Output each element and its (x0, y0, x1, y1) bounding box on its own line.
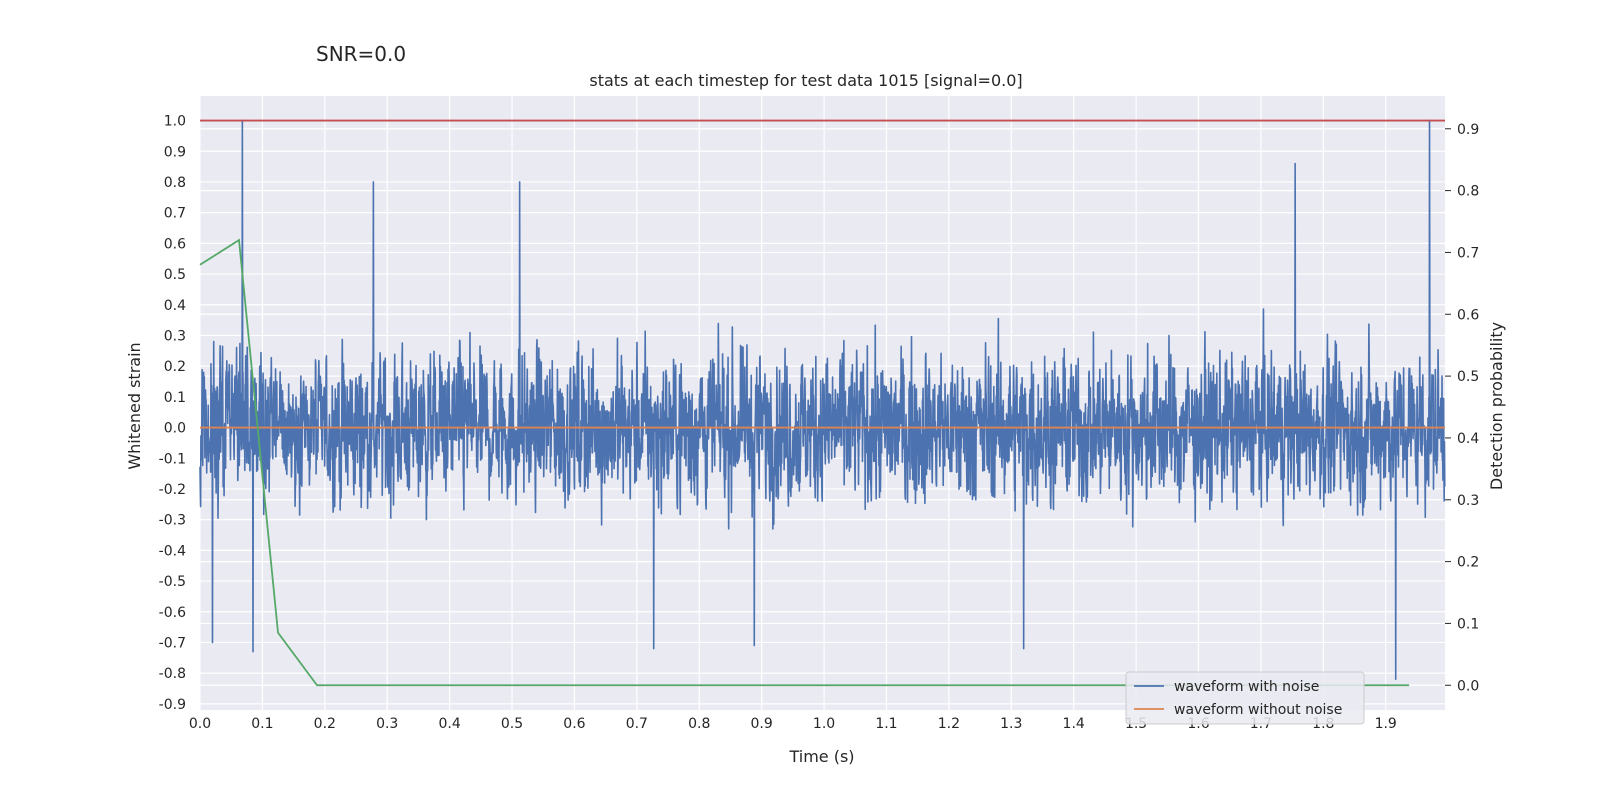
x-tick-label-0-4: 0.4 (438, 716, 460, 732)
left-y-tick-label-1-0: 1.0 (164, 114, 186, 130)
x-axis-label: Time (s) (788, 747, 854, 766)
right-y-tick-label-0-8: 0.8 (1457, 184, 1479, 200)
left-y-tick-label-0-4: 0.4 (164, 298, 186, 314)
left-y-tick-label-0-9: -0.9 (159, 697, 186, 713)
right-y-tick-label-0-7: 0.7 (1457, 245, 1479, 261)
legend: waveform with noise waveform without noi… (1125, 671, 1365, 725)
left-y-tick-label-0-3: 0.3 (164, 328, 186, 344)
right-y-tick-label-0-1: 0.1 (1457, 616, 1479, 632)
left-y-tick-label-0-4: -0.4 (159, 543, 186, 559)
legend-label-waveform-with-noise: waveform with noise (1174, 679, 1319, 695)
left-y-tick-label-0-9: 0.9 (164, 144, 186, 160)
series-detection-probability (199, 238, 1410, 687)
left-y-axis-label: Whitened strain (125, 342, 144, 469)
left-y-tick-label-0-2: 0.2 (164, 359, 186, 375)
right-y-tick-label-0-3: 0.3 (1457, 493, 1479, 509)
left-y-tick-label-0-7: -0.7 (159, 635, 186, 651)
x-tick-label-1-1: 1.1 (875, 716, 897, 732)
right-y-tick-labels: 0.9 0.8 0.7 0.6 0.5 0.4 0.3 0.2 0.1 0.0 (1445, 122, 1479, 694)
left-y-tick-label-0-1: -0.1 (159, 451, 186, 467)
left-y-tick-label-0-7: 0.7 (164, 206, 186, 222)
left-y-tick-label-0-6: -0.6 (159, 605, 186, 621)
left-y-tick-label-0-8: 0.8 (164, 175, 186, 191)
x-tick-label-0-0: 0.0 (189, 716, 211, 732)
x-tick-label-1-9: 1.9 (1375, 716, 1397, 732)
x-tick-label-0-6: 0.6 (563, 716, 585, 732)
series-layer (199, 119, 1446, 687)
left-y-tick-label-0-6: 0.6 (164, 236, 186, 252)
left-y-tick-label-0-5: 0.5 (164, 267, 186, 283)
x-tick-label-0-1: 0.1 (251, 716, 273, 732)
left-y-tick-label-0-3: -0.3 (159, 513, 186, 529)
right-y-axis-label: Detection probability (1487, 322, 1506, 490)
x-tick-label-0-2: 0.2 (314, 716, 336, 732)
right-y-tick-label-0-9: 0.9 (1457, 122, 1479, 138)
x-tick-label-1-4: 1.4 (1063, 716, 1085, 732)
x-tick-label-0-7: 0.7 (626, 716, 648, 732)
right-y-tick-label-0-5: 0.5 (1457, 369, 1479, 385)
chart-suptitle: SNR=0.0 (316, 42, 406, 66)
x-tick-label-1-3: 1.3 (1000, 716, 1022, 732)
x-tick-label-1-0: 1.0 (813, 716, 835, 732)
left-y-tick-label-0-8: -0.8 (159, 666, 186, 682)
right-y-tick-label-0-0: 0.0 (1457, 678, 1479, 694)
left-y-tick-label-0-0: 0.0 (164, 421, 186, 437)
chart-title: stats at each timestep for test data 101… (589, 71, 1022, 90)
x-tick-label-0-8: 0.8 (688, 716, 710, 732)
right-y-tick-label-0-2: 0.2 (1457, 555, 1479, 571)
legend-label-waveform-without-noise: waveform without noise (1174, 702, 1342, 718)
right-y-tick-label-0-4: 0.4 (1457, 431, 1479, 447)
x-tick-label-1-2: 1.2 (938, 716, 960, 732)
left-y-tick-label-0-1: 0.1 (164, 390, 186, 406)
series-waveform-with-noise (199, 119, 1446, 681)
right-y-tick-label-0-6: 0.6 (1457, 307, 1479, 323)
left-y-tick-labels: 1.0 0.9 0.8 0.7 0.6 0.5 0.4 0.3 0.2 0.1 0.0 -0.1 -0.… (159, 114, 186, 713)
x-tick-label-0-9: 0.9 (751, 716, 773, 732)
legend-box (1125, 671, 1365, 725)
x-tick-label-0-5: 0.5 (501, 716, 523, 732)
left-y-tick-label-0-2: -0.2 (159, 482, 186, 498)
left-y-tick-label-0-5: -0.5 (159, 574, 186, 590)
x-tick-label-0-3: 0.3 (376, 716, 398, 732)
